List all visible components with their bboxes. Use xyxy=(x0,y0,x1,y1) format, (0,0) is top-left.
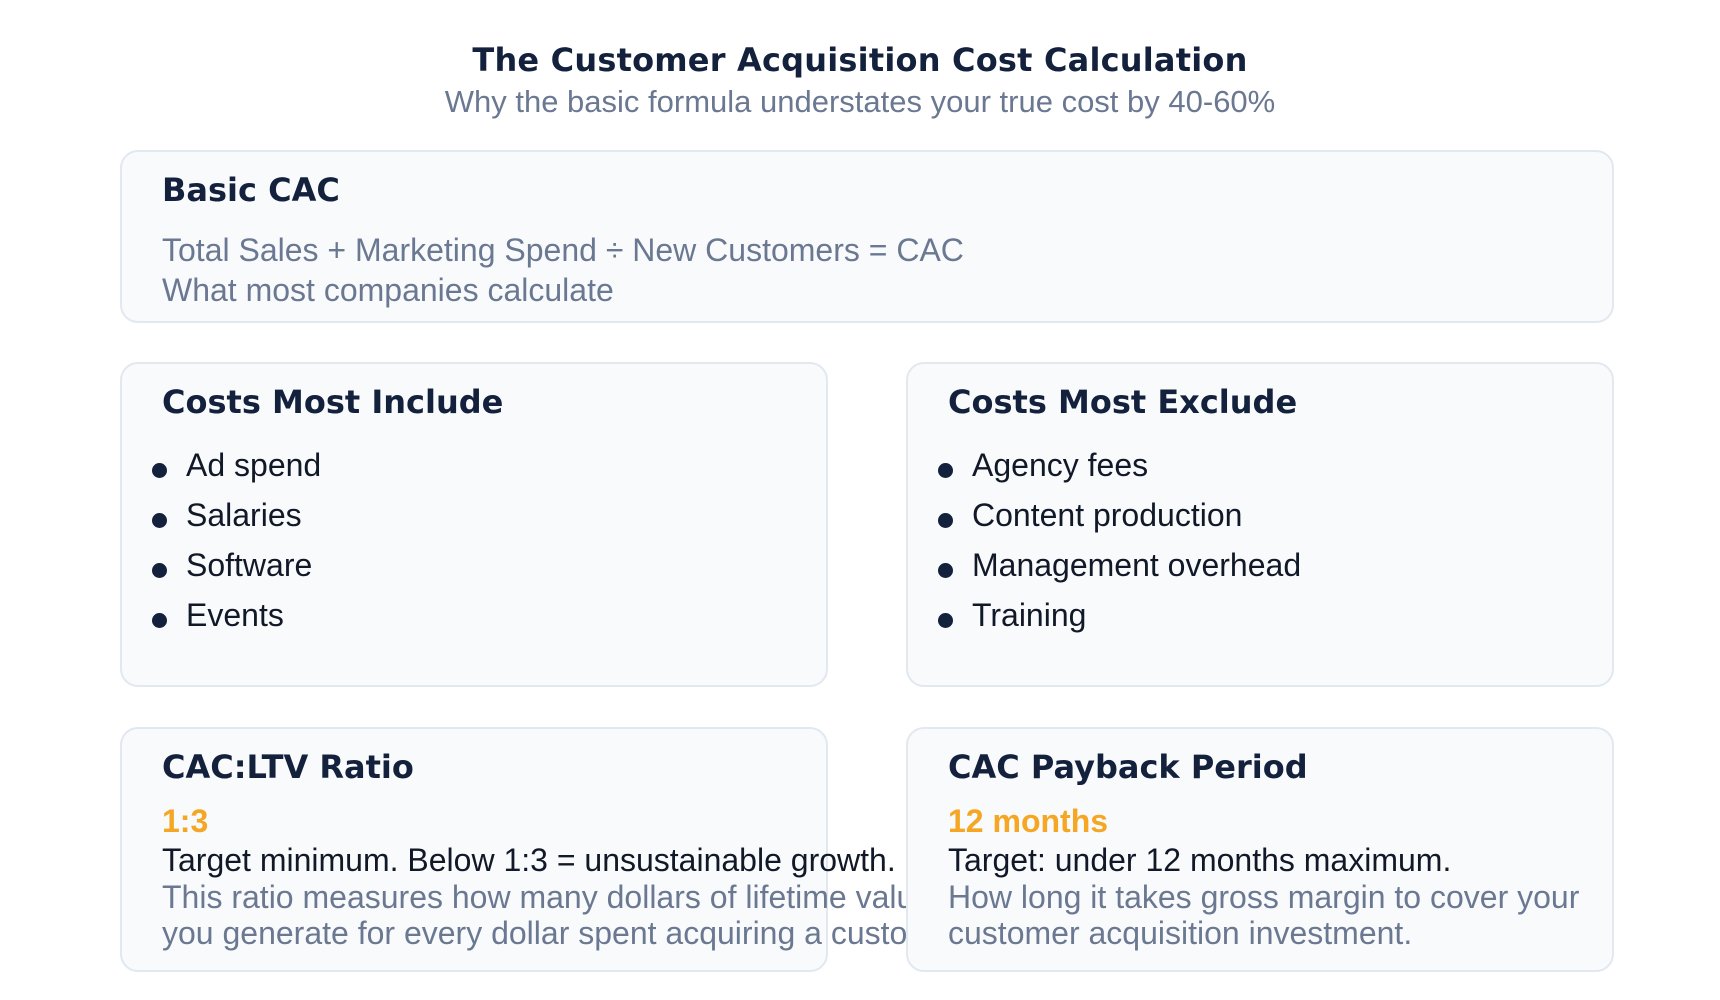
list-item-label: Agency fees xyxy=(972,447,1149,483)
list-item: Events xyxy=(152,592,321,642)
page-subtitle: Why the basic formula understates your t… xyxy=(444,84,1276,119)
bullet-icon xyxy=(938,463,953,478)
bullet-icon xyxy=(152,613,167,628)
basic-cac-body: Total Sales + Marketing Spend ÷ New Cust… xyxy=(162,230,964,310)
cac-ltv-description-line: This ratio measures how many dollars of … xyxy=(162,879,933,915)
cac-ltv-card: CAC:LTV Ratio 1:3 Target minimum. Below … xyxy=(120,727,970,972)
basic-cac-card: Basic CAC Total Sales + Marketing Spend … xyxy=(120,150,1614,323)
basic-cac-formula: Total Sales + Marketing Spend ÷ New Cust… xyxy=(162,232,964,268)
cac-payback-description-line: How long it takes gross margin to cover … xyxy=(948,879,1580,915)
cac-payback-value: 12 months xyxy=(948,803,1109,839)
costs-include-card: Costs Most Include Ad spend Salaries Sof… xyxy=(120,362,828,687)
bullet-icon xyxy=(938,563,953,578)
page-header: The Customer Acquisition Cost Calculatio… xyxy=(0,38,1720,122)
bullet-icon xyxy=(938,613,953,628)
cac-ltv-value: 1:3 xyxy=(162,803,209,839)
list-item: Content production xyxy=(938,492,1301,542)
cac-payback-card: CAC Payback Period 12 months Target: und… xyxy=(906,727,1614,972)
list-item-label: Management overhead xyxy=(972,547,1302,583)
list-item: Agency fees xyxy=(938,442,1301,492)
costs-exclude-title: Costs Most Exclude xyxy=(948,383,1298,421)
costs-exclude-list: Agency fees Content production Managemen… xyxy=(938,442,1301,642)
cac-payback-description-line: customer acquisition investment. xyxy=(948,915,1413,951)
cac-payback-description: How long it takes gross margin to cover … xyxy=(948,879,1579,951)
list-item: Software xyxy=(152,542,321,592)
bullet-icon xyxy=(152,463,167,478)
cac-ltv-description-line: you generate for every dollar spent acqu… xyxy=(162,915,970,951)
list-item-label: Content production xyxy=(972,497,1243,533)
list-item-label: Events xyxy=(186,597,284,633)
list-item: Training xyxy=(938,592,1301,642)
page-title: The Customer Acquisition Cost Calculatio… xyxy=(472,41,1248,79)
list-item: Salaries xyxy=(152,492,321,542)
basic-cac-note: What most companies calculate xyxy=(162,272,614,308)
cac-ltv-title: CAC:LTV Ratio xyxy=(162,748,414,786)
list-item-label: Ad spend xyxy=(186,447,322,483)
bullet-icon xyxy=(152,563,167,578)
list-item: Ad spend xyxy=(152,442,321,492)
list-item: Management overhead xyxy=(938,542,1301,592)
list-item-label: Training xyxy=(972,597,1087,633)
cac-ltv-target: Target minimum. Below 1:3 = unsustainabl… xyxy=(162,842,896,878)
costs-include-list: Ad spend Salaries Software Events xyxy=(152,442,321,642)
list-item-label: Salaries xyxy=(186,497,302,533)
basic-cac-title: Basic CAC xyxy=(162,171,340,209)
list-item-label: Software xyxy=(186,547,313,583)
cac-payback-target: Target: under 12 months maximum. xyxy=(948,842,1452,878)
bullet-icon xyxy=(152,513,167,528)
costs-include-title: Costs Most Include xyxy=(162,383,504,421)
costs-exclude-card: Costs Most Exclude Agency fees Content p… xyxy=(906,362,1614,687)
cac-payback-title: CAC Payback Period xyxy=(948,748,1308,786)
cac-ltv-description: This ratio measures how many dollars of … xyxy=(162,879,970,951)
bullet-icon xyxy=(938,513,953,528)
